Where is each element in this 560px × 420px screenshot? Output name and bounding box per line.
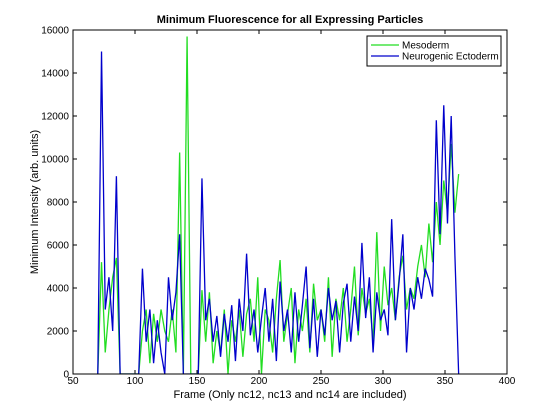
y-tick-label: 16000 — [41, 26, 69, 37]
y-tick-label: 6000 — [47, 241, 70, 252]
plot-frame — [72, 29, 508, 375]
y-tick-label: 12000 — [41, 112, 69, 123]
y-tick-label: 4000 — [47, 284, 70, 295]
x-tick-label: 100 — [127, 376, 144, 387]
x-tick-label: 50 — [67, 376, 79, 387]
x-tick-label: 350 — [437, 376, 454, 387]
y-tick-label: 8000 — [47, 198, 70, 209]
series-line — [97, 51, 460, 374]
y-axis-label: Minimum Intensity (arb. units) — [29, 130, 41, 274]
x-tick-label: 300 — [375, 376, 392, 387]
y-tick-label: 14000 — [41, 69, 69, 80]
x-tick-label: 400 — [499, 376, 516, 387]
chart-title: Minimum Fluorescence for all Expressing … — [157, 14, 424, 26]
legend-label: Mesoderm — [402, 41, 449, 52]
x-tick-label: 150 — [189, 376, 206, 387]
legend-box — [366, 35, 502, 67]
y-tick-label: 10000 — [41, 155, 69, 166]
x-axis-label: Frame (Only nc12, nc13 and nc14 are incl… — [174, 389, 407, 401]
legend-label: Neurogenic Ectoderm — [402, 52, 499, 63]
y-tick-label: 0 — [63, 370, 69, 381]
y-tick-label: 2000 — [47, 327, 70, 338]
x-tick-label: 200 — [251, 376, 268, 387]
x-tick-label: 250 — [313, 376, 330, 387]
